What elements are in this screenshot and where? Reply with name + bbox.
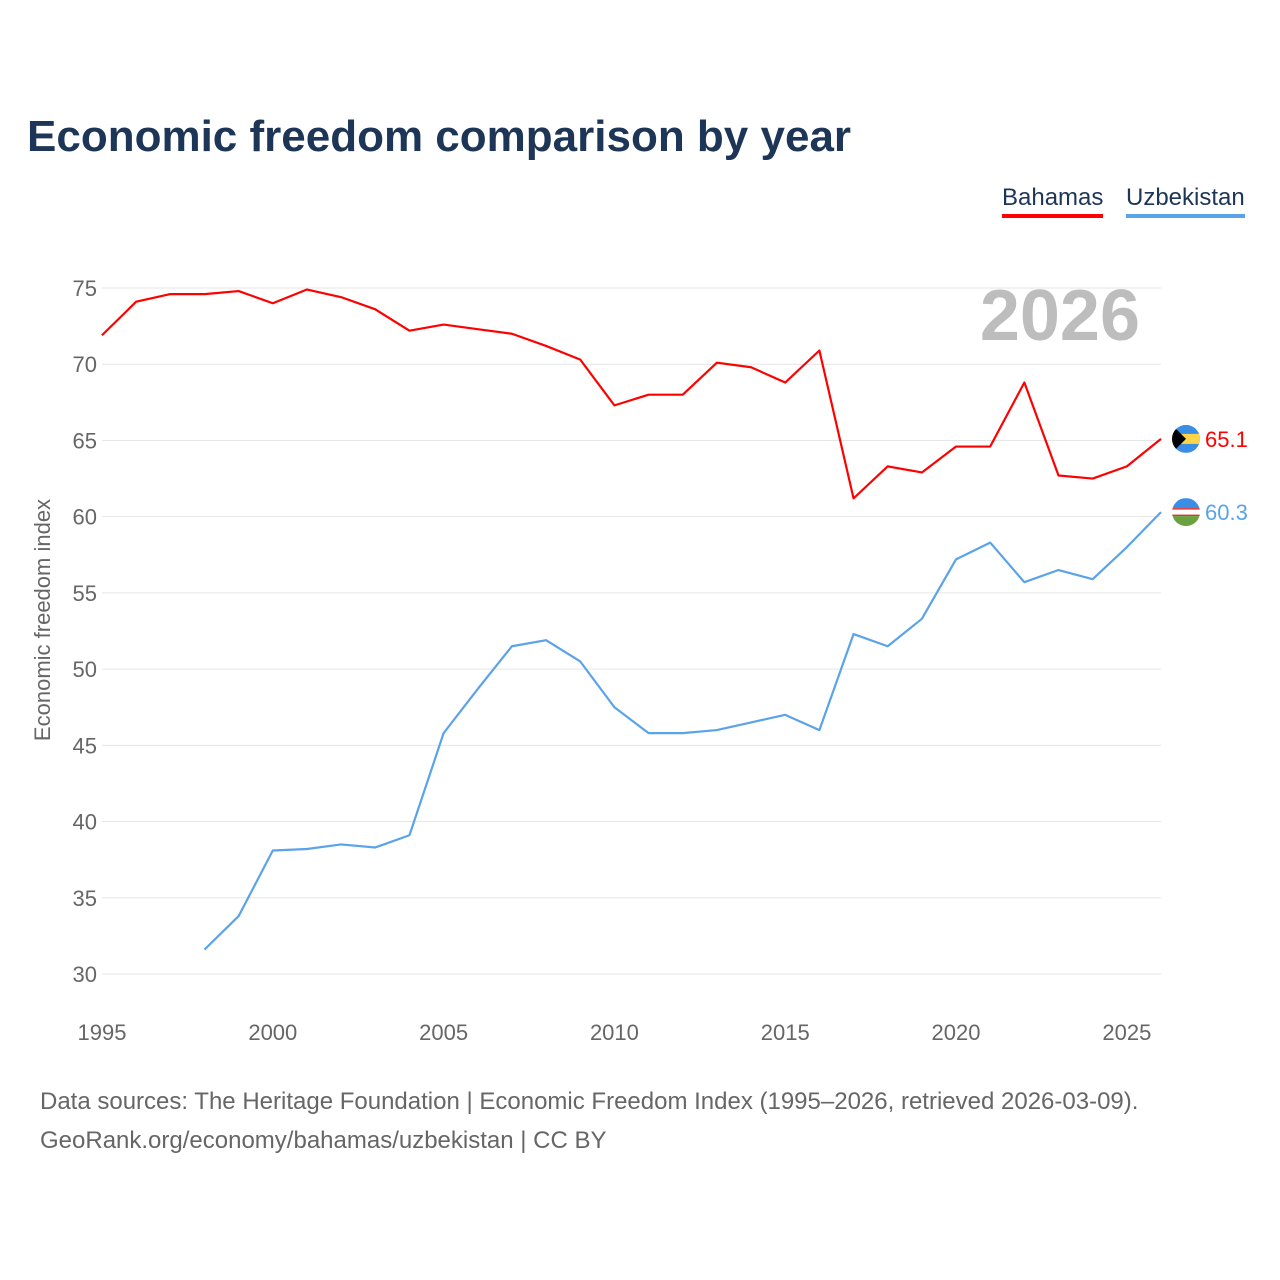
- y-tick-label: 65: [73, 428, 97, 453]
- bahamas-flag-icon: [1172, 424, 1200, 453]
- x-tick-label: 2005: [419, 1020, 468, 1045]
- uzbekistan-flag-icon: [1172, 498, 1200, 527]
- footer-sources: Data sources: The Heritage Foundation | …: [40, 1088, 1139, 1115]
- end-value-label: 65.1: [1205, 427, 1248, 452]
- y-tick-label: 70: [73, 352, 97, 377]
- y-tick-label: 75: [73, 276, 97, 301]
- legend-uzbekistan[interactable]: Uzbekistan: [1126, 184, 1245, 218]
- x-tick-label: 2015: [761, 1020, 810, 1045]
- y-axis-label: Economic freedom index: [30, 499, 55, 741]
- footer-link: GeoRank.org/economy/bahamas/uzbekistan |…: [40, 1127, 607, 1154]
- x-tick-label: 2020: [932, 1020, 981, 1045]
- year-label: 2026: [980, 276, 1140, 356]
- series-line-bahamas: [101, 288, 1162, 500]
- y-tick-label: 30: [73, 962, 97, 987]
- y-tick-label: 35: [73, 886, 97, 911]
- y-tick-label: 60: [73, 505, 97, 530]
- legend-bahamas[interactable]: Bahamas: [1002, 184, 1104, 218]
- chart-title: Economic freedom comparison by year: [27, 112, 852, 161]
- y-tick-label: 50: [73, 657, 97, 682]
- series-line-uzbekistan: [203, 511, 1162, 951]
- y-tick-label: 40: [73, 810, 97, 835]
- y-tick-label: 55: [73, 581, 97, 606]
- x-tick-label: 2025: [1102, 1020, 1151, 1045]
- x-tick-label: 2000: [248, 1020, 297, 1045]
- end-value-label: 60.3: [1205, 500, 1248, 525]
- y-tick-label: 45: [73, 733, 97, 758]
- x-tick-label: 2010: [590, 1020, 639, 1045]
- x-tick-label: 1995: [78, 1020, 127, 1045]
